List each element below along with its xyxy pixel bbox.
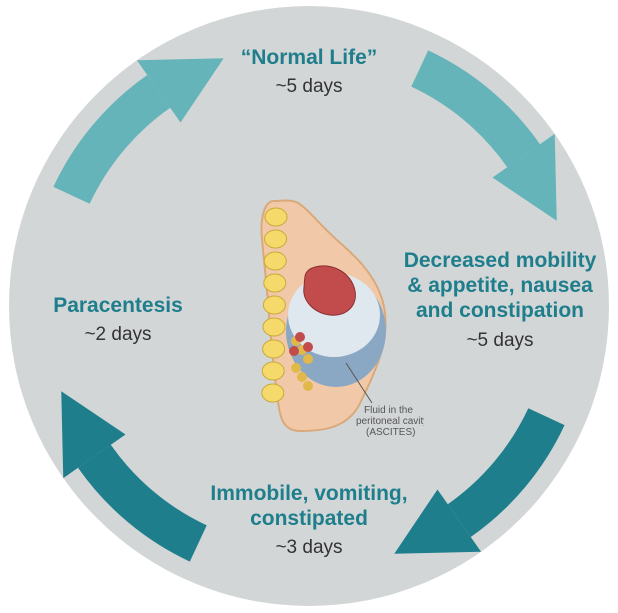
svg-text:peritoneal cavity: peritoneal cavity — [356, 416, 424, 427]
cycle-diagram: “Normal Life” ~5 days Decreased mobility &… — [0, 0, 618, 613]
stage-title: “Normal Life” — [179, 45, 439, 70]
stage-duration: ~2 days — [18, 324, 218, 347]
anatomy-illustration: Fluid in theperitoneal cavity(ASCITES) — [214, 191, 424, 441]
svg-text:Fluid in the: Fluid in the — [364, 405, 413, 416]
svg-text:(ASCITES): (ASCITES) — [366, 427, 415, 438]
stage-title: Immobile, vomiting, constipated — [199, 481, 419, 531]
cycle-arrow — [61, 391, 206, 561]
stage-title: Paracentesis — [18, 293, 218, 318]
stage-title: Decreased mobility & appetite, nausea an… — [395, 248, 605, 324]
stage-normal: “Normal Life” ~5 days — [179, 45, 439, 99]
stage-duration: ~5 days — [395, 330, 605, 353]
stage-duration: ~3 days — [199, 537, 419, 560]
stage-paracentesis: Paracentesis ~2 days — [18, 293, 218, 347]
stage-decreased: Decreased mobility & appetite, nausea an… — [395, 248, 605, 352]
stage-duration: ~5 days — [179, 76, 439, 99]
stage-immobile: Immobile, vomiting, constipated ~3 days — [199, 481, 419, 560]
